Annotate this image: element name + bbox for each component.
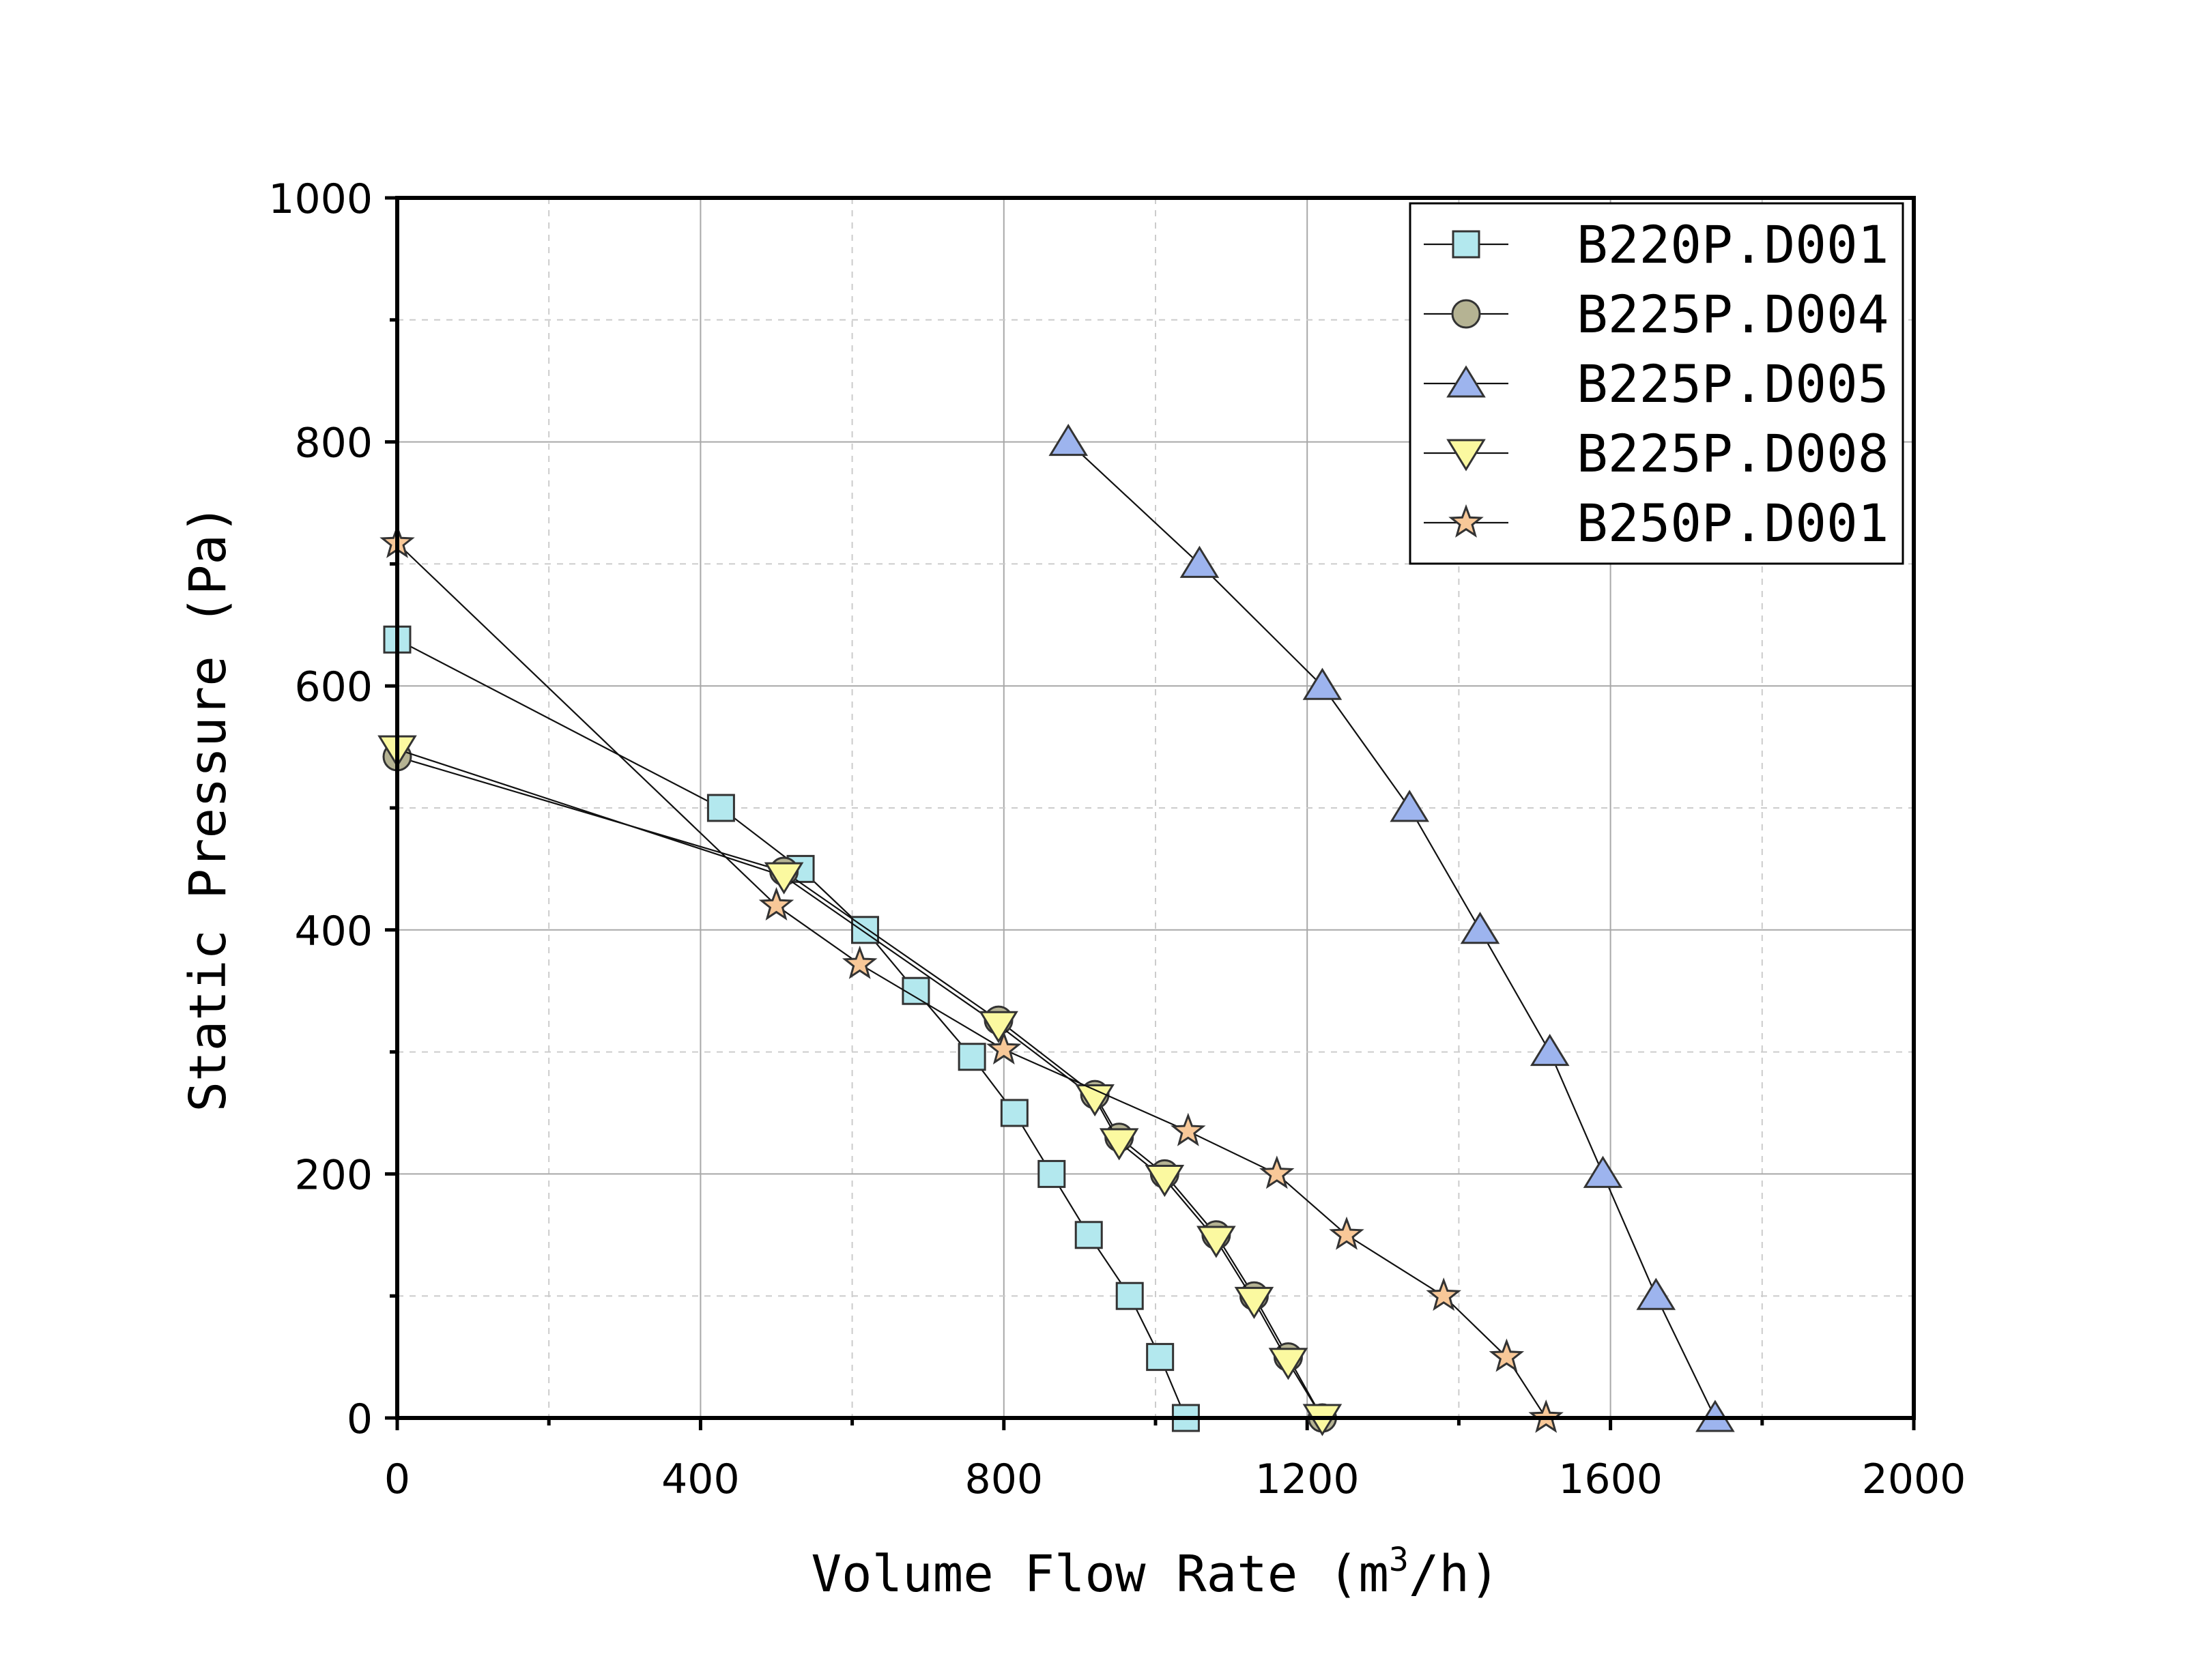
- data-point: [1636, 1277, 1676, 1310]
- y-tick-label: 0: [347, 1395, 373, 1443]
- tick-labels: 0 400 800 1200 1600 2000 0 200 400 600 800 1000: [268, 175, 1966, 1503]
- legend-entry: B250P.D001: [1424, 493, 1889, 553]
- x-tick-label: 1200: [1255, 1455, 1360, 1503]
- x-tick-label: 1600: [1558, 1455, 1663, 1503]
- legend-label: B225P.D005: [1577, 353, 1889, 414]
- x-tick-label: 800: [965, 1455, 1044, 1503]
- legend-label: B250P.D001: [1577, 493, 1889, 553]
- data-point: [1145, 1165, 1185, 1198]
- data-point: [1074, 1221, 1103, 1249]
- data-point: [764, 862, 804, 895]
- series-B250P.D001: [379, 524, 1564, 1433]
- legend-entry: B225P.D008: [1424, 423, 1889, 484]
- legend-marker: [1448, 504, 1484, 538]
- x-axis-title-tail: /h): [1409, 1545, 1500, 1604]
- y-axis-title: Static Pressure (Pa): [179, 504, 238, 1112]
- y-tick-label: 800: [294, 420, 373, 467]
- x-tick-label: 0: [384, 1455, 410, 1503]
- data-point: [1075, 1084, 1115, 1117]
- series-line: [397, 755, 1323, 1419]
- x-tick-label: 400: [661, 1455, 740, 1503]
- data-point: [958, 1043, 986, 1071]
- data-point: [1115, 1281, 1144, 1310]
- series-layer: [377, 423, 1735, 1436]
- data-point: [979, 1011, 1018, 1043]
- data-point: [1196, 1226, 1236, 1258]
- data-point: [1099, 1128, 1139, 1161]
- data-point: [1000, 1099, 1029, 1127]
- x-axis-title: Volume Flow Rate (m3/h): [811, 1541, 1500, 1604]
- y-tick-label: 1000: [268, 175, 373, 223]
- series-line: [397, 749, 1323, 1419]
- data-point: [706, 794, 735, 822]
- series-line: [397, 639, 1187, 1419]
- x-axis-title-sup: 3: [1389, 1541, 1409, 1579]
- y-tick-label: 400: [294, 908, 373, 955]
- legend-entries: B220P.D001 B225P.D004 B225P.D005 B225P.D008…: [1424, 214, 1889, 553]
- y-tick-label: 200: [294, 1151, 373, 1199]
- data-point: [1460, 912, 1500, 944]
- data-point: [1146, 1343, 1175, 1372]
- legend-marker: [1452, 230, 1480, 259]
- legend-marker: [1446, 439, 1486, 472]
- legend-marker: [1446, 365, 1486, 398]
- legend: B220P.D001 B225P.D004 B225P.D005 B225P.D008…: [1409, 202, 1904, 565]
- data-point: [1259, 1155, 1295, 1189]
- data-point: [758, 886, 794, 921]
- legend-entry: B225P.D004: [1424, 284, 1889, 345]
- legend-marker: [1451, 299, 1481, 329]
- data-point: [1426, 1277, 1461, 1312]
- data-point: [1390, 790, 1429, 822]
- data-point: [1037, 1159, 1066, 1188]
- plot-frame: [395, 196, 1916, 1420]
- data-point: [1530, 1033, 1570, 1067]
- series-B225P.D005: [1048, 423, 1735, 1432]
- data-point: [1171, 1112, 1206, 1146]
- data-point: [1268, 1348, 1308, 1380]
- data-point: [1179, 545, 1220, 578]
- data-point: [1048, 423, 1089, 457]
- y-tick-label: 600: [294, 663, 373, 711]
- series-B225P.D008: [377, 735, 1343, 1436]
- legend-entry: B220P.D001: [1424, 214, 1889, 275]
- series-B220P.D001: [383, 625, 1200, 1432]
- x-axis-title-main: Volume Flow Rate (m: [811, 1545, 1388, 1604]
- data-point: [1302, 667, 1343, 700]
- legend-label: B220P.D001: [1577, 214, 1889, 275]
- series-line: [397, 542, 1547, 1419]
- data-point: [1489, 1338, 1525, 1372]
- data-point: [986, 1030, 1022, 1065]
- series-B225P.D004: [382, 742, 1337, 1433]
- data-point: [1329, 1216, 1364, 1250]
- x-tick-label: 2000: [1862, 1455, 1966, 1503]
- data-point: [902, 976, 930, 1005]
- data-point: [842, 945, 878, 979]
- data-point: [1583, 1155, 1623, 1188]
- data-point: [1234, 1286, 1274, 1319]
- legend-entry: B225P.D005: [1424, 353, 1889, 414]
- legend-label: B225P.D008: [1577, 423, 1889, 484]
- legend-label: B225P.D004: [1577, 284, 1889, 345]
